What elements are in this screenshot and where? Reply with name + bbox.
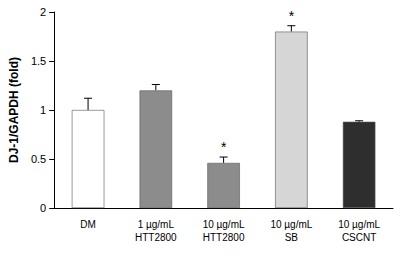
svg-text:0: 0 <box>40 202 46 214</box>
svg-text:10 µg/mL: 10 µg/mL <box>338 219 380 230</box>
svg-text:10 µg/mL: 10 µg/mL <box>203 219 245 230</box>
svg-text:1 µg/mL: 1 µg/mL <box>138 219 175 230</box>
svg-text:HTT2800: HTT2800 <box>135 232 177 243</box>
svg-text:DM: DM <box>80 219 96 230</box>
svg-text:10 µg/mL: 10 µg/mL <box>270 219 312 230</box>
svg-text:0.5: 0.5 <box>31 153 46 165</box>
svg-text:1.5: 1.5 <box>31 55 46 67</box>
svg-text:SB: SB <box>285 232 299 243</box>
svg-text:HTT2800: HTT2800 <box>203 232 245 243</box>
svg-text:*: * <box>289 8 295 24</box>
svg-text:CSCNT: CSCNT <box>342 232 376 243</box>
svg-text:2: 2 <box>40 6 46 18</box>
svg-text:DJ-1/GAPDH (fold): DJ-1/GAPDH (fold) <box>7 57 21 163</box>
svg-text:*: * <box>221 139 227 155</box>
svg-text:1: 1 <box>40 104 46 116</box>
